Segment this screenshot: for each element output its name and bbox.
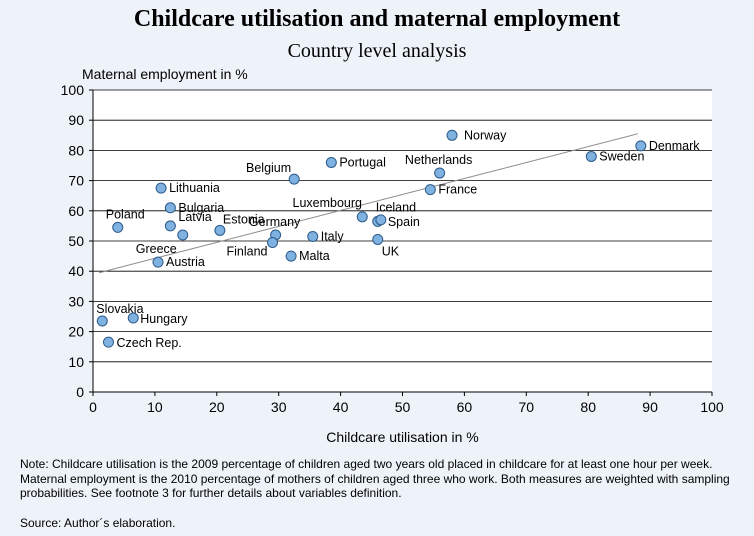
x-tick-label: 70 bbox=[519, 399, 535, 415]
data-point bbox=[288, 173, 300, 185]
data-point bbox=[446, 129, 458, 141]
point-label: Poland bbox=[106, 207, 145, 221]
data-point bbox=[372, 233, 384, 245]
data-point bbox=[164, 202, 176, 214]
point-label: Italy bbox=[321, 229, 345, 243]
y-tick-label: 80 bbox=[68, 142, 84, 158]
point-label: Hungary bbox=[140, 312, 188, 326]
data-point bbox=[112, 221, 124, 233]
point-label: Sweden bbox=[599, 149, 644, 163]
data-point bbox=[164, 220, 176, 232]
data-point bbox=[214, 224, 226, 236]
data-point bbox=[325, 156, 337, 168]
y-tick-label: 90 bbox=[68, 112, 84, 128]
chart-source: Source: Author´s elaboration. bbox=[20, 516, 176, 530]
data-point bbox=[96, 315, 108, 327]
point-label: Germany bbox=[249, 215, 301, 229]
x-tick-label: 90 bbox=[642, 399, 658, 415]
data-point bbox=[356, 211, 368, 223]
data-point bbox=[375, 214, 387, 226]
point-label: Iceland bbox=[376, 200, 416, 214]
chart-title: Childcare utilisation and maternal emplo… bbox=[133, 6, 621, 32]
x-tick-label: 20 bbox=[209, 399, 225, 415]
y-tick-label: 60 bbox=[68, 203, 84, 219]
chart-note: Note: Childcare utilisation is the 2009 … bbox=[20, 457, 730, 500]
y-tick-label: 40 bbox=[68, 263, 84, 279]
point-label: Malta bbox=[299, 249, 330, 263]
point-label: Estonia bbox=[223, 212, 265, 226]
data-point bbox=[177, 229, 189, 241]
point-label: Denmark bbox=[649, 139, 700, 153]
y-axis-label: Maternal employment in % bbox=[82, 66, 248, 82]
x-tick-label: 100 bbox=[700, 399, 724, 415]
x-tick-label: 30 bbox=[271, 399, 287, 415]
x-tick-label: 50 bbox=[395, 399, 411, 415]
x-tick-label: 0 bbox=[89, 399, 97, 415]
point-label: France bbox=[438, 183, 477, 197]
point-label: Bulgaria bbox=[178, 201, 224, 215]
data-point bbox=[424, 184, 436, 196]
x-tick-label: 80 bbox=[580, 399, 596, 415]
x-tick-label: 10 bbox=[147, 399, 163, 415]
x-tick-label: 40 bbox=[333, 399, 349, 415]
point-label: Czech Rep. bbox=[116, 336, 181, 350]
data-point bbox=[307, 230, 319, 242]
y-tick-label: 100 bbox=[61, 82, 85, 98]
data-point bbox=[127, 312, 139, 324]
point-label: Belgium bbox=[246, 161, 291, 175]
point-label: Luxembourg bbox=[293, 196, 363, 210]
point-label: Spain bbox=[388, 215, 420, 229]
x-axis-label: Childcare utilisation in % bbox=[326, 429, 479, 445]
y-tick-label: 50 bbox=[68, 233, 84, 249]
point-label: Lithuania bbox=[169, 181, 220, 195]
data-point bbox=[585, 150, 597, 162]
point-label: Norway bbox=[464, 128, 507, 142]
data-point bbox=[267, 237, 279, 249]
point-label: Finland bbox=[227, 245, 268, 259]
point-label: Slovakia bbox=[96, 302, 143, 316]
data-point bbox=[152, 256, 164, 268]
point-label: Netherlands bbox=[405, 153, 472, 167]
point-label: Austria bbox=[166, 255, 205, 269]
y-tick-label: 30 bbox=[68, 293, 84, 309]
trendline bbox=[99, 133, 638, 274]
point-label: Greece bbox=[136, 242, 177, 256]
data-point bbox=[434, 167, 446, 179]
point-label: Portugal bbox=[339, 155, 386, 169]
point-label: UK bbox=[382, 244, 400, 258]
y-tick-label: 70 bbox=[68, 173, 84, 189]
data-point bbox=[285, 250, 297, 262]
y-tick-label: 0 bbox=[76, 384, 84, 400]
x-tick-label: 60 bbox=[457, 399, 473, 415]
y-tick-label: 20 bbox=[68, 324, 84, 340]
chart-subtitle: Country level analysis bbox=[287, 40, 467, 62]
point-label: Latvia bbox=[178, 210, 211, 224]
scatter-chart: 0 10 20 30 40 50 60 70 80 90 100 0 10 20 30 40 50 60 70 80 9… bbox=[61, 66, 724, 445]
data-point bbox=[155, 182, 167, 194]
data-point bbox=[102, 336, 114, 348]
y-tick-label: 10 bbox=[68, 354, 84, 370]
data-point bbox=[635, 140, 647, 152]
